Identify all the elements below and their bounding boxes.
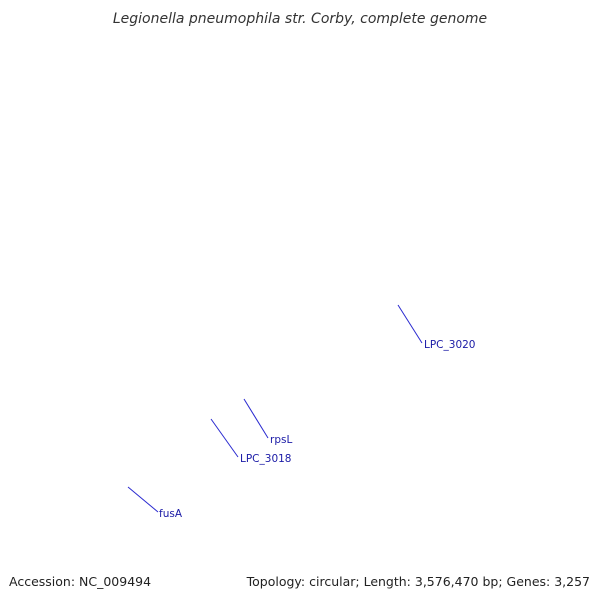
- gene-label-rpsl: rpsL: [270, 434, 292, 446]
- gene-label-leader: [243, 398, 269, 439]
- gene-label-leader: [127, 486, 159, 513]
- gene-label-lpc-3020: LPC_3020: [424, 339, 476, 351]
- genome-summary-text: Topology: circular; Length: 3,576,470 bp…: [246, 574, 590, 589]
- gene-labels: fusA LPC_3018 rpsL LPC_3020: [127, 304, 476, 520]
- accession-text: Accession: NC_009494: [9, 574, 151, 589]
- map-title: Legionella pneumophila str. Corby, compl…: [113, 11, 487, 27]
- gene-label-lpc-3018: LPC_3018: [240, 453, 292, 465]
- gene-label-leader: [210, 418, 239, 458]
- gene-label-fusa: fusA: [159, 508, 183, 520]
- gene-label-leader: [397, 304, 423, 344]
